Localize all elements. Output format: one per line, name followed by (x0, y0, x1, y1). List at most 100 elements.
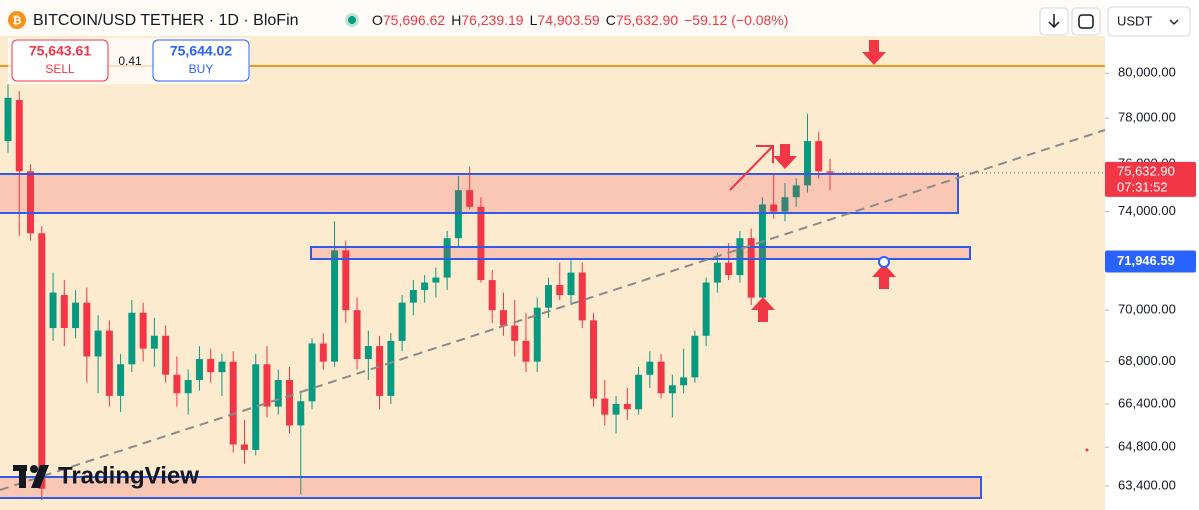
zone (0, 476, 982, 499)
y-tick-label: 68,000.00 (1118, 353, 1176, 368)
candle-body (331, 250, 339, 362)
ohlc-label: H (451, 12, 461, 28)
ohlc-value: 76,239.19 (461, 12, 523, 28)
candle-body (286, 380, 293, 426)
coin-icon (8, 11, 26, 29)
candle-body (578, 272, 586, 321)
candle-body (815, 141, 823, 172)
dot (1085, 448, 1089, 452)
currency-select[interactable] (1107, 6, 1191, 37)
candle-body (173, 374, 181, 394)
down-arrow (862, 40, 886, 65)
zone (0, 173, 959, 214)
candle-body (612, 403, 620, 415)
sell-button[interactable] (11, 39, 109, 82)
candle-body (240, 444, 248, 450)
candle-body (680, 377, 688, 386)
candle-body (454, 190, 462, 239)
header-background (0, 0, 1105, 36)
candle-body (297, 401, 305, 426)
y-tick-label: 63,400.00 (1118, 477, 1176, 492)
fullscreen-icon (1078, 14, 1094, 29)
candle-body (4, 97, 12, 142)
sell-label: SELL (45, 62, 75, 76)
candle-body (702, 282, 710, 336)
candle-body (263, 364, 271, 407)
candle-body (364, 346, 372, 360)
candles (4, 84, 834, 500)
candle-body (770, 204, 778, 212)
candle-body (736, 238, 744, 276)
candle-body (60, 295, 68, 329)
last-price-label: 75,632.90 (1117, 163, 1175, 178)
ohlc: O75,696.62 H76,239.19 L74,903.59 C75,632.90… (372, 12, 788, 28)
marker-price-box (1105, 250, 1196, 273)
marker-price-label: 71,946.59 (1117, 253, 1175, 268)
candle-body (601, 398, 609, 415)
candle-body (252, 364, 260, 450)
candle-body (511, 325, 519, 341)
candle-body (376, 346, 384, 396)
up-arrow (751, 297, 775, 322)
candle-body (353, 310, 361, 360)
y-tick-label: 64,800.00 (1118, 439, 1176, 454)
candle-body (781, 197, 789, 212)
candle-body (803, 141, 811, 186)
symbol-title: BITCOIN/USD TETHER · 1D · BloFin (33, 12, 299, 29)
candle-body (725, 262, 733, 276)
y-tick-label: 80,000.00 (1118, 65, 1176, 80)
candle-body (635, 374, 643, 410)
candle-body (668, 385, 676, 394)
candle-body (567, 272, 575, 296)
ohlc-label: L (530, 12, 538, 28)
candle-body (398, 302, 406, 341)
status-dot (348, 16, 356, 24)
candle-body (27, 171, 35, 234)
candle-body (590, 320, 598, 399)
countdown: 07:31:52 (1117, 179, 1168, 194)
candle-body (747, 238, 755, 298)
logo-mark (19, 465, 26, 488)
candle-body (421, 282, 429, 291)
logo-text: TradingView (58, 462, 199, 489)
last-price-box (1105, 161, 1196, 197)
zone (310, 246, 971, 260)
fullscreen-button[interactable] (1071, 7, 1101, 36)
candle-body (195, 359, 203, 381)
candle-body (792, 185, 800, 198)
candle-body (319, 343, 327, 362)
candle-body (94, 330, 102, 357)
buy-button[interactable] (152, 39, 250, 82)
arrow-line (729, 146, 773, 191)
candle-body (533, 307, 541, 362)
candle-body (229, 361, 237, 445)
candle-body (139, 312, 147, 349)
candle-body (499, 310, 507, 326)
logo: TradingView (13, 462, 199, 489)
candle-body (409, 290, 417, 303)
candle-body (184, 380, 192, 394)
candle-body (556, 285, 564, 296)
candle-body (758, 204, 766, 298)
logo-mark (31, 465, 49, 488)
candle-body (466, 190, 474, 207)
candle-body (646, 361, 654, 375)
logo-mark (30, 465, 38, 473)
y-tick-label: 78,000.00 (1118, 110, 1176, 125)
candle-body (128, 312, 136, 365)
candle-body (83, 302, 91, 357)
y-tick-label: 74,000.00 (1118, 203, 1176, 218)
candle-body (387, 340, 395, 396)
candle-body (72, 302, 80, 329)
candle-body (691, 335, 699, 378)
candle-body (477, 206, 485, 281)
candle-body (150, 335, 158, 349)
down-arrow (773, 144, 797, 169)
spread: 0.41 (118, 54, 142, 68)
trend-line (0, 129, 1106, 491)
buy-label: BUY (189, 62, 214, 76)
candle-body (713, 262, 721, 283)
candle-body (117, 364, 125, 396)
candle-body (488, 280, 496, 311)
